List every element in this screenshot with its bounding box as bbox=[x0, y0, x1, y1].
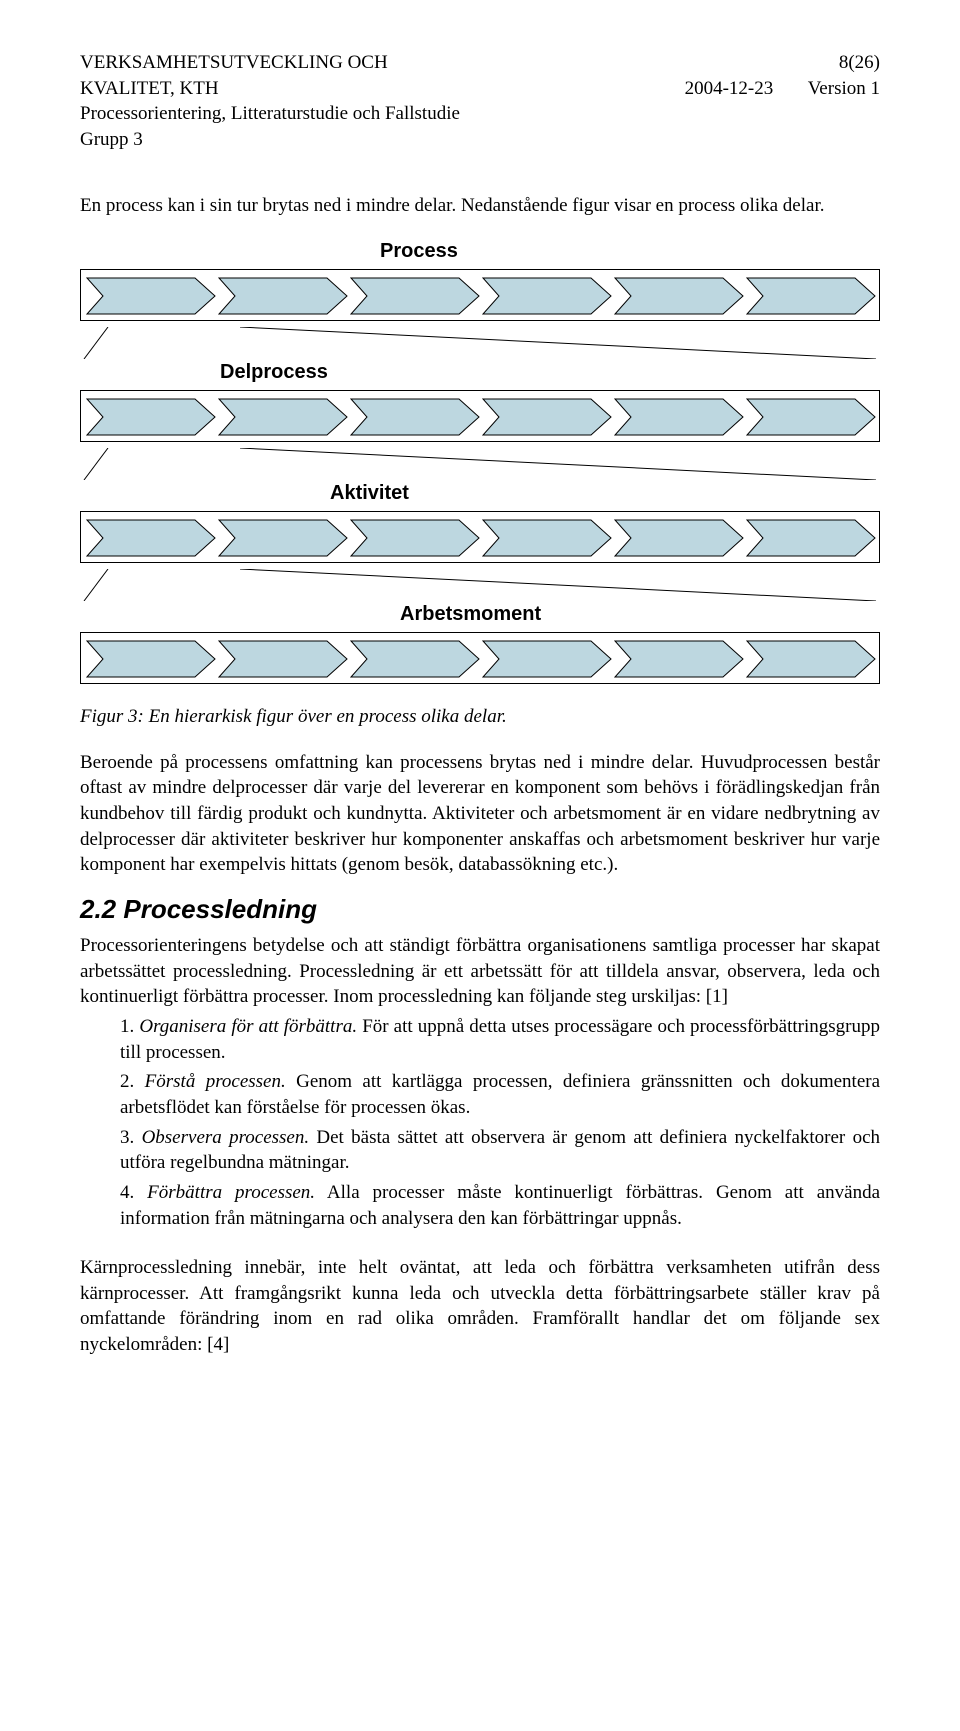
figure-caption: Figur 3: En hierarkisk figur över en pro… bbox=[80, 704, 880, 730]
chevron-icon bbox=[483, 399, 611, 435]
diagram-chevron-row bbox=[80, 390, 880, 442]
diagram-connector bbox=[80, 448, 880, 480]
diagram-connector bbox=[80, 569, 880, 601]
chevron-icon bbox=[747, 278, 875, 314]
chevron-icon bbox=[87, 278, 215, 314]
list-item: 4. Förbättra processen. Alla processer m… bbox=[120, 1180, 880, 1231]
header-right: 8(26) 2004-12-23 Version 1 bbox=[685, 50, 880, 153]
chevron-icon bbox=[87, 641, 215, 677]
header-version: Version 1 bbox=[808, 78, 880, 99]
body-paragraph-2: Processorienteringens betydelse och att … bbox=[80, 933, 880, 1010]
list-item: 1. Organisera för att förbättra. För att… bbox=[120, 1014, 880, 1065]
chevron-icon bbox=[747, 399, 875, 435]
list-item-number: 1. bbox=[120, 1016, 139, 1037]
diagram-connector bbox=[80, 327, 880, 359]
chevron-icon bbox=[87, 399, 215, 435]
chevron-icon bbox=[615, 399, 743, 435]
chevron-icon bbox=[615, 641, 743, 677]
list-item-leadin: Förstå processen. bbox=[145, 1071, 286, 1092]
diagram-level-label: Process bbox=[380, 238, 880, 265]
header-page: 8(26) bbox=[740, 50, 880, 76]
list-item: 3. Observera processen. Det bästa sättet… bbox=[120, 1125, 880, 1176]
header-date: 2004-12-23 bbox=[685, 76, 774, 102]
final-paragraph: Kärnprocessledning innebär, inte helt ov… bbox=[80, 1255, 880, 1358]
diagram-chevron-row bbox=[80, 269, 880, 321]
list-item-number: 4. bbox=[120, 1182, 147, 1203]
header-left-line4: Grupp 3 bbox=[80, 127, 460, 153]
list-item-number: 3. bbox=[120, 1127, 142, 1148]
list-item-number: 2. bbox=[120, 1071, 145, 1092]
chevron-icon bbox=[615, 520, 743, 556]
diagram-chevron-row bbox=[80, 511, 880, 563]
numbered-list: 1. Organisera för att förbättra. För att… bbox=[120, 1014, 880, 1231]
list-item-leadin: Observera processen. bbox=[142, 1127, 310, 1148]
chevron-icon bbox=[87, 520, 215, 556]
chevron-icon bbox=[615, 278, 743, 314]
chevron-icon bbox=[219, 641, 347, 677]
chevron-icon bbox=[351, 641, 479, 677]
chevron-icon bbox=[483, 278, 611, 314]
list-item-leadin: Förbättra processen. bbox=[147, 1182, 315, 1203]
page-header: VERKSAMHETSUTVECKLING OCH KVALITET, KTH … bbox=[80, 50, 880, 153]
chevron-icon bbox=[351, 520, 479, 556]
list-item: 2. Förstå processen. Genom att kartlägga… bbox=[120, 1069, 880, 1120]
list-item-leadin: Organisera för att förbättra. bbox=[139, 1016, 357, 1037]
chevron-icon bbox=[219, 520, 347, 556]
body-paragraph-1: Beroende på processens omfattning kan pr… bbox=[80, 750, 880, 878]
intro-paragraph: En process kan i sin tur brytas ned i mi… bbox=[80, 193, 880, 219]
header-left: VERKSAMHETSUTVECKLING OCH KVALITET, KTH … bbox=[80, 50, 460, 153]
header-left-line3: Processorientering, Litteraturstudie och… bbox=[80, 101, 460, 127]
header-left-line1: VERKSAMHETSUTVECKLING OCH bbox=[80, 50, 460, 76]
section-heading-2-2: 2.2 Processledning bbox=[80, 892, 880, 927]
header-left-line2: KVALITET, KTH bbox=[80, 76, 460, 102]
chevron-icon bbox=[351, 278, 479, 314]
chevron-icon bbox=[747, 520, 875, 556]
chevron-icon bbox=[351, 399, 479, 435]
process-hierarchy-diagram: Process Delprocess Aktivitet Arbetsmomen… bbox=[80, 238, 880, 684]
chevron-icon bbox=[483, 520, 611, 556]
chevron-icon bbox=[483, 641, 611, 677]
diagram-level-label: Aktivitet bbox=[330, 480, 880, 507]
diagram-level-label: Delprocess bbox=[220, 359, 880, 386]
chevron-icon bbox=[747, 641, 875, 677]
chevron-icon bbox=[219, 399, 347, 435]
diagram-chevron-row bbox=[80, 632, 880, 684]
chevron-icon bbox=[219, 278, 347, 314]
diagram-level-label: Arbetsmoment bbox=[400, 601, 880, 628]
